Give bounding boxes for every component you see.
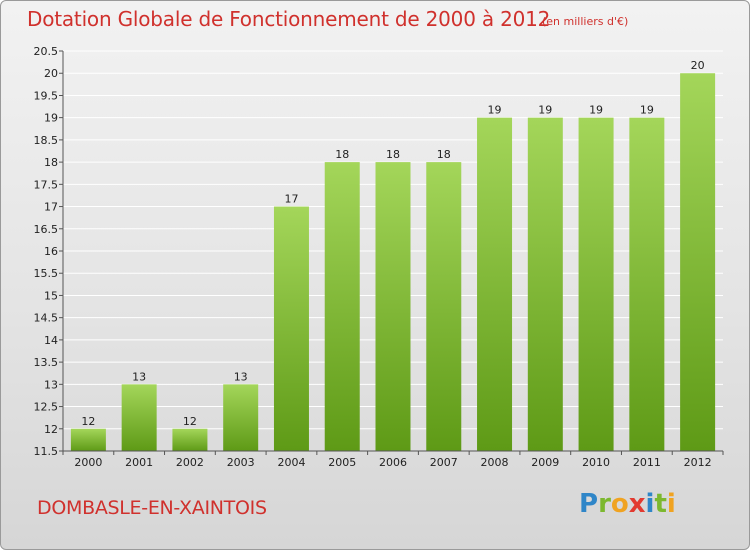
x-tick-label-2012: 2012 <box>684 456 712 469</box>
y-tick-label: 16.5 <box>34 223 59 236</box>
y-tick-label: 19 <box>44 112 58 125</box>
axes <box>59 50 724 455</box>
bar-2006 <box>375 162 411 451</box>
bar-2002 <box>172 428 208 451</box>
data-label-2012: 20 <box>691 59 705 72</box>
x-tick-label-2009: 2009 <box>531 456 559 469</box>
y-tick-label: 11.5 <box>34 445 59 458</box>
chart-title: Dotation Globale de Fonctionnement de 20… <box>27 7 551 31</box>
bar-2009 <box>527 117 563 452</box>
x-tick-label-2003: 2003 <box>227 456 255 469</box>
y-tick-label: 14.5 <box>34 312 59 325</box>
x-tick-label-2000: 2000 <box>74 456 102 469</box>
y-tick-label: 17 <box>44 201 58 214</box>
data-label-2002: 12 <box>183 415 197 428</box>
data-label-2009: 19 <box>538 104 552 117</box>
x-tick-label-2008: 2008 <box>481 456 509 469</box>
y-tick-label: 18 <box>44 156 58 169</box>
y-tick-label: 13 <box>44 378 58 391</box>
data-label-2008: 19 <box>488 104 502 117</box>
y-tick-label: 18.5 <box>34 134 59 147</box>
y-tick-label: 13.5 <box>34 356 59 369</box>
bar-2000 <box>70 428 106 451</box>
data-label-2010: 19 <box>589 104 603 117</box>
data-label-2006: 18 <box>386 148 400 161</box>
chart-subtitle: (en milliers d'€) <box>542 15 629 28</box>
data-label-2005: 18 <box>335 148 349 161</box>
x-tick-label-2004: 2004 <box>277 456 305 469</box>
y-tick-label: 12 <box>44 423 58 436</box>
labels: 11.5 12 12.5 13 13.5 14 14.5 15 15.5 16 16.5 17 17.5… <box>34 45 712 469</box>
y-tick-label: 16 <box>44 245 58 258</box>
x-tick-label-2002: 2002 <box>176 456 204 469</box>
bar-2004 <box>273 206 309 451</box>
bar-2003 <box>223 384 259 451</box>
x-tick-label-2011: 2011 <box>633 456 661 469</box>
bar-2008 <box>477 117 513 452</box>
y-tick-label: 20 <box>44 67 58 80</box>
proxiti-logo: Proxiti <box>579 489 676 519</box>
y-tick-label: 15 <box>44 289 58 302</box>
bar-2012 <box>680 73 716 451</box>
data-label-2011: 19 <box>640 104 654 117</box>
bar-2011 <box>629 117 665 452</box>
x-tick-label-2006: 2006 <box>379 456 407 469</box>
bar-2001 <box>121 384 157 451</box>
bar-2010 <box>578 117 614 452</box>
data-label-2007: 18 <box>437 148 451 161</box>
y-tick-label: 19.5 <box>34 89 59 102</box>
x-tick-label-2007: 2007 <box>430 456 458 469</box>
data-label-2003: 13 <box>234 370 248 383</box>
bar-2007 <box>426 162 462 451</box>
y-tick-label: 20.5 <box>34 45 59 58</box>
y-tick-label: 15.5 <box>34 267 59 280</box>
y-tick-label: 17.5 <box>34 178 59 191</box>
data-label-2001: 13 <box>132 370 146 383</box>
data-label-2000: 12 <box>81 415 95 428</box>
commune-name: DOMBASLE-EN-XAINTOIS <box>37 497 267 519</box>
y-tick-label: 12.5 <box>34 401 59 414</box>
data-label-2004: 17 <box>284 193 298 206</box>
bars <box>70 73 716 452</box>
y-tick-label: 14 <box>44 334 58 347</box>
x-tick-label-2005: 2005 <box>328 456 356 469</box>
x-tick-label-2010: 2010 <box>582 456 610 469</box>
bar-2005 <box>324 162 360 451</box>
x-tick-label-2001: 2001 <box>125 456 153 469</box>
